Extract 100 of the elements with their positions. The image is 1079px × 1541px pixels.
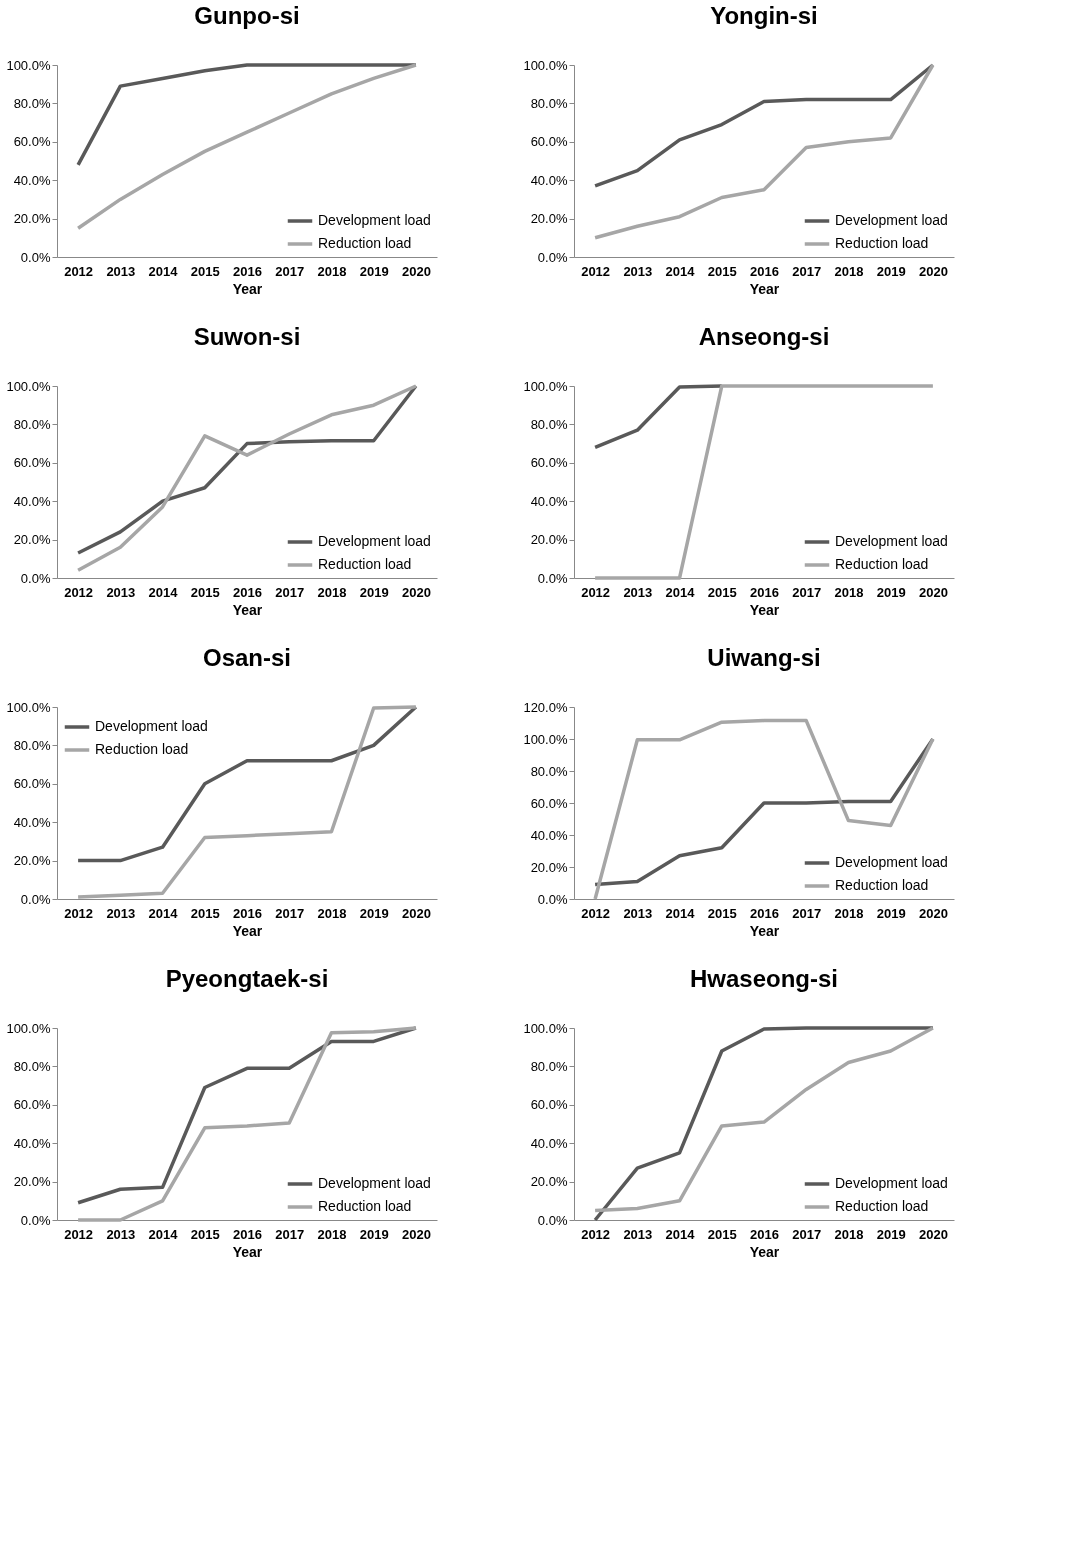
legend-label: Development load bbox=[835, 854, 948, 870]
x-tick-label: 2012 bbox=[64, 584, 94, 600]
chart-title: Anseong-si bbox=[698, 323, 830, 350]
x-tick-label: 2015 bbox=[707, 584, 737, 600]
legend-label: Development load bbox=[318, 1175, 431, 1191]
x-tick-label: 2017 bbox=[275, 905, 305, 921]
y-tick-label: 40.0% bbox=[530, 493, 568, 509]
x-tick-label: 2014 bbox=[148, 905, 179, 921]
x-tick-label: 2012 bbox=[581, 1226, 611, 1242]
x-tick-label: 2018 bbox=[834, 584, 864, 600]
y-tick-label: 80.0% bbox=[13, 737, 51, 753]
x-tick-label: 2013 bbox=[623, 263, 653, 279]
y-tick-label: 40.0% bbox=[530, 827, 568, 843]
x-tick-label: 2015 bbox=[707, 905, 737, 921]
x-axis-title: Year bbox=[232, 601, 263, 618]
x-tick-label: 2020 bbox=[401, 905, 431, 921]
x-tick-label: 2020 bbox=[918, 905, 948, 921]
y-tick-label: 40.0% bbox=[13, 814, 51, 830]
y-tick-label: 60.0% bbox=[13, 1097, 51, 1113]
x-axis-title: Year bbox=[232, 280, 263, 297]
x-axis-title: Year bbox=[749, 922, 780, 939]
x-tick-label: 2012 bbox=[64, 263, 94, 279]
x-tick-label: 2013 bbox=[623, 905, 653, 921]
y-tick-label: 40.0% bbox=[530, 1135, 568, 1151]
y-tick-label: 80.0% bbox=[13, 416, 51, 432]
x-tick-label: 2019 bbox=[359, 263, 389, 279]
x-axis-title: Year bbox=[749, 601, 780, 618]
x-tick-label: 2017 bbox=[792, 263, 822, 279]
legend-label: Development load bbox=[318, 533, 431, 549]
y-tick-label: 100.0% bbox=[523, 57, 568, 73]
y-tick-label: 20.0% bbox=[13, 853, 51, 869]
x-tick-label: 2018 bbox=[317, 263, 347, 279]
y-tick-label: 0.0% bbox=[20, 1212, 51, 1228]
y-tick-label: 80.0% bbox=[530, 95, 568, 111]
chart-title: Gunpo-si bbox=[194, 2, 300, 29]
x-tick-label: 2016 bbox=[750, 905, 779, 921]
x-tick-label: 2020 bbox=[401, 1226, 431, 1242]
x-tick-label: 2019 bbox=[876, 584, 906, 600]
legend-label: Reduction load bbox=[835, 1198, 929, 1214]
x-tick-label: 2015 bbox=[190, 263, 220, 279]
x-tick-label: 2018 bbox=[317, 905, 347, 921]
x-tick-label: 2016 bbox=[233, 584, 262, 600]
x-tick-label: 2014 bbox=[148, 584, 179, 600]
y-tick-label: 20.0% bbox=[530, 859, 568, 875]
x-tick-label: 2018 bbox=[834, 1226, 864, 1242]
x-tick-label: 2018 bbox=[834, 905, 864, 921]
legend-label: Reduction load bbox=[95, 741, 189, 757]
legend-label: Reduction load bbox=[835, 235, 929, 251]
y-tick-label: 40.0% bbox=[530, 172, 568, 188]
y-tick-label: 40.0% bbox=[13, 172, 51, 188]
y-tick-label: 20.0% bbox=[13, 532, 51, 548]
y-tick-label: 60.0% bbox=[530, 795, 568, 811]
x-tick-label: 2016 bbox=[750, 263, 779, 279]
y-tick-label: 100.0% bbox=[523, 731, 568, 747]
y-tick-label: 20.0% bbox=[530, 211, 568, 227]
x-tick-label: 2015 bbox=[190, 1226, 220, 1242]
legend-label: Development load bbox=[835, 1175, 948, 1191]
x-tick-label: 2012 bbox=[581, 905, 611, 921]
x-tick-label: 2017 bbox=[275, 263, 305, 279]
x-tick-label: 2014 bbox=[665, 584, 696, 600]
y-tick-label: 100.0% bbox=[6, 57, 51, 73]
x-tick-label: 2020 bbox=[401, 584, 431, 600]
y-tick-label: 80.0% bbox=[530, 763, 568, 779]
x-tick-label: 2019 bbox=[876, 905, 906, 921]
x-tick-label: 2017 bbox=[792, 1226, 822, 1242]
x-tick-label: 2016 bbox=[750, 1226, 779, 1242]
x-tick-label: 2020 bbox=[918, 584, 948, 600]
x-tick-label: 2020 bbox=[918, 1226, 948, 1242]
y-tick-label: 60.0% bbox=[530, 1097, 568, 1113]
x-tick-label: 2012 bbox=[64, 1226, 94, 1242]
x-tick-label: 2016 bbox=[750, 584, 779, 600]
y-tick-label: 0.0% bbox=[537, 891, 568, 907]
x-tick-label: 2015 bbox=[707, 1226, 737, 1242]
y-tick-label: 80.0% bbox=[530, 416, 568, 432]
x-tick-label: 2013 bbox=[623, 584, 653, 600]
x-tick-label: 2013 bbox=[106, 905, 136, 921]
x-tick-label: 2014 bbox=[148, 1226, 179, 1242]
legend-label: Development load bbox=[95, 718, 208, 734]
x-tick-label: 2013 bbox=[623, 1226, 653, 1242]
y-tick-label: 80.0% bbox=[13, 95, 51, 111]
y-tick-label: 100.0% bbox=[6, 1020, 51, 1036]
y-tick-label: 100.0% bbox=[523, 1020, 568, 1036]
y-tick-label: 20.0% bbox=[13, 211, 51, 227]
x-tick-label: 2013 bbox=[106, 263, 136, 279]
x-tick-label: 2018 bbox=[317, 584, 347, 600]
x-tick-label: 2014 bbox=[665, 905, 696, 921]
chart-title: Suwon-si bbox=[193, 323, 301, 350]
x-axis-title: Year bbox=[749, 1243, 780, 1260]
x-tick-label: 2012 bbox=[581, 584, 611, 600]
y-tick-label: 60.0% bbox=[530, 455, 568, 471]
x-axis-title: Year bbox=[749, 280, 780, 297]
x-tick-label: 2016 bbox=[233, 263, 262, 279]
x-tick-label: 2014 bbox=[665, 263, 696, 279]
x-tick-label: 2014 bbox=[148, 263, 179, 279]
x-tick-label: 2013 bbox=[106, 1226, 136, 1242]
x-tick-label: 2012 bbox=[581, 263, 611, 279]
legend-label: Reduction load bbox=[835, 877, 929, 893]
x-axis-title: Year bbox=[232, 922, 263, 939]
legend-label: Development load bbox=[318, 212, 431, 228]
y-tick-label: 0.0% bbox=[537, 1212, 568, 1228]
